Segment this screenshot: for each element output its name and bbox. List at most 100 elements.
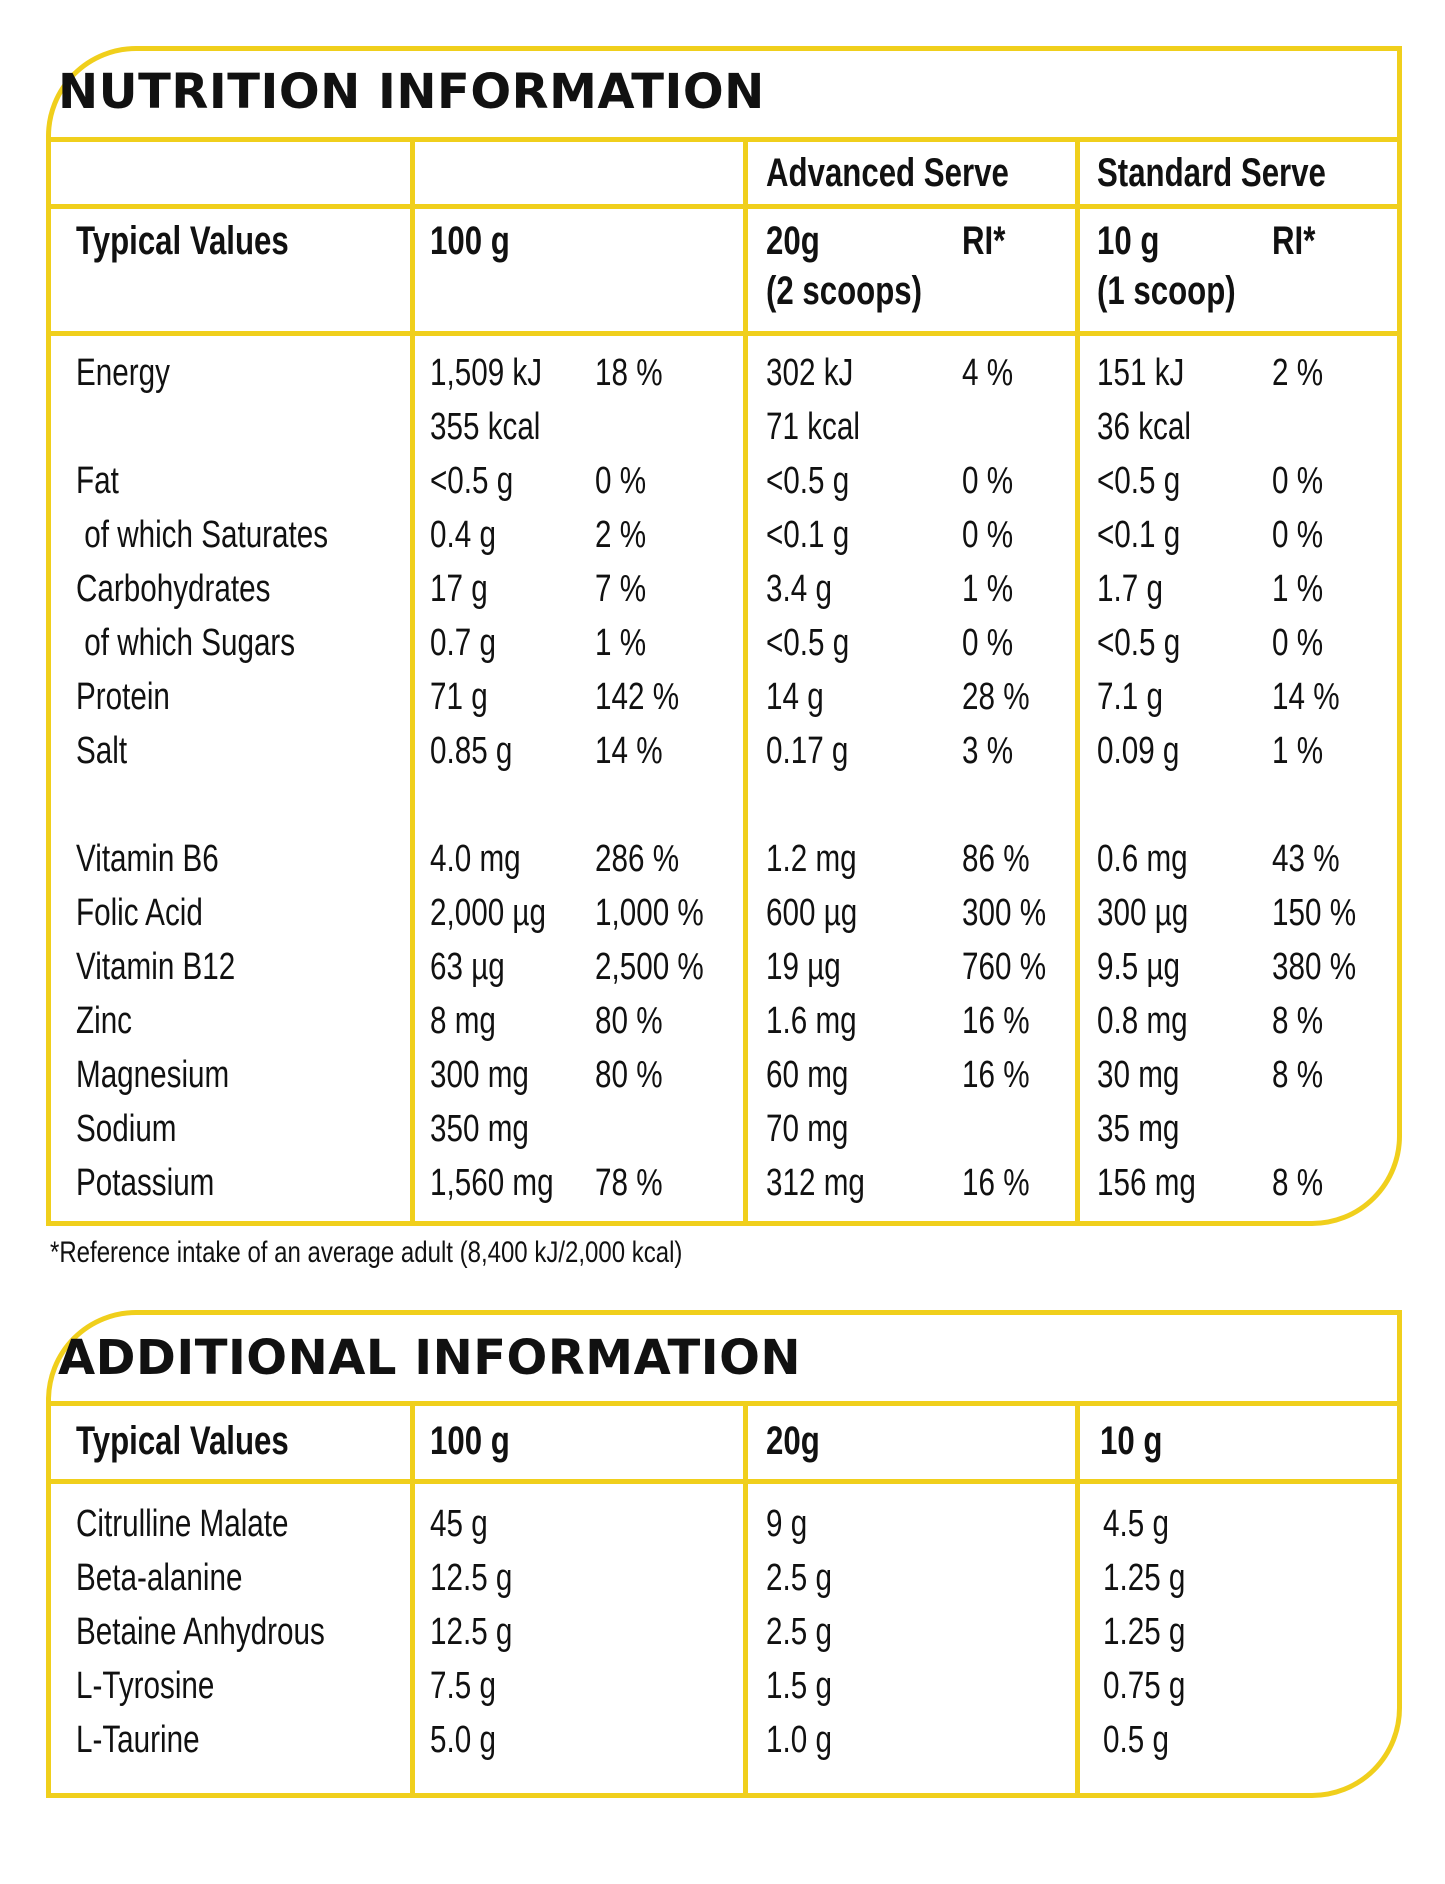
table-cell: 45 g [430, 1503, 488, 1545]
table-cell: 2 % [595, 514, 647, 556]
table-cell: of which Sugars [76, 622, 296, 664]
add-per-10g-column: 4.5 g 1.25 g 1.25 g 0.75 g 0.5 g [1103, 1497, 1185, 1767]
advanced-serve-header: Advanced Serve [766, 151, 1009, 195]
table-cell: 380 % [1272, 946, 1357, 988]
table-cell: 0.09 g [1097, 730, 1180, 772]
table-cell: 1.6 mg [766, 1000, 857, 1042]
table-cell [962, 1102, 1046, 1156]
typical-values-header: Typical Values [76, 219, 289, 263]
table-cell: 9 g [766, 1503, 808, 1545]
table-cell: 14 % [595, 730, 663, 772]
ri-100g-column: 18 % 0 % 2 % 7 % 1 % 142 % 14 % 286 % 1,000 % 2,5… [595, 346, 704, 1210]
per-100g-column: 1,509 kJ 355 kcal <0.5 g 0.4 g 17 g 0.7 g 71 g… [430, 346, 554, 1210]
table-cell [1272, 1102, 1356, 1156]
table-cell: 1.5 g [766, 1665, 832, 1707]
table-cell: L-Taurine [76, 1719, 200, 1761]
table-cell: Carbohydrates [76, 568, 271, 610]
table-cell: 2 % [1272, 352, 1324, 394]
add-per-100g-column: 45 g 12.5 g 12.5 g 7.5 g 5.0 g [430, 1497, 512, 1767]
table-cell: Citrulline Malate [76, 1503, 289, 1545]
add-per-100g-header: 100 g [430, 1419, 510, 1463]
table-cell: 350 mg [430, 1108, 529, 1150]
table-cell: 0.7 g [430, 622, 496, 664]
table-cell: 1 % [1272, 730, 1324, 772]
divider [48, 1479, 1400, 1484]
table-cell: 1.25 g [1103, 1557, 1186, 1599]
table-cell: 19 µg [766, 946, 841, 988]
divider [743, 1404, 748, 1796]
table-cell: 0.5 g [1103, 1719, 1169, 1761]
table-cell [1272, 400, 1356, 454]
add-typical-values-header: Typical Values [76, 1419, 289, 1463]
table-cell: 8 % [1272, 1054, 1324, 1096]
table-cell: <0.1 g [766, 514, 850, 556]
table-cell: Folic Acid [76, 892, 203, 934]
table-cell: 1.7 g [1097, 568, 1163, 610]
table-cell [962, 778, 1046, 832]
divider [1075, 1404, 1080, 1796]
table-cell: 2,500 % [595, 946, 704, 988]
ingredient-column: Citrulline Malate Beta-alanine Betaine Anh… [76, 1497, 325, 1767]
table-cell: 1 % [595, 622, 647, 664]
table-cell: 302 kJ [766, 352, 854, 394]
table-cell: 3.4 g [766, 568, 832, 610]
table-cell: 1 % [962, 568, 1014, 610]
divider [410, 140, 415, 1225]
table-cell: 300 µg [1097, 892, 1189, 934]
table-cell: 4.0 mg [430, 838, 521, 880]
table-cell: 86 % [962, 838, 1030, 880]
std-scoops-header: (1 scoop) [1097, 269, 1236, 313]
table-cell: 8 % [1272, 1000, 1324, 1042]
table-cell: 1 % [1272, 568, 1324, 610]
table-cell: 60 mg [766, 1054, 849, 1096]
add-per-20g-column: 9 g 2.5 g 2.5 g 1.5 g 1.0 g [766, 1497, 832, 1767]
table-cell [962, 400, 1046, 454]
table-cell: 1,509 kJ [430, 352, 543, 394]
divider [48, 331, 1400, 336]
table-cell: 150 % [1272, 892, 1357, 934]
table-cell: 760 % [962, 946, 1047, 988]
table-cell: 35 mg [1097, 1108, 1180, 1150]
table-cell: 16 % [962, 1054, 1030, 1096]
table-cell: 80 % [595, 1054, 663, 1096]
table-cell: 0.4 g [430, 514, 496, 556]
table-cell: 1.2 mg [766, 838, 857, 880]
table-cell: 600 µg [766, 892, 858, 934]
table-cell: 71 g [430, 676, 488, 718]
table-cell: 0.17 g [766, 730, 849, 772]
table-cell: 1.0 g [766, 1719, 832, 1761]
table-cell: 14 % [1272, 676, 1340, 718]
table-cell: Vitamin B12 [76, 946, 236, 988]
table-cell: 156 mg [1097, 1162, 1196, 1204]
table-cell: <0.5 g [1097, 622, 1181, 664]
table-cell: 63 µg [430, 946, 505, 988]
table-cell: <0.5 g [766, 622, 850, 664]
table-cell: 12.5 g [430, 1611, 513, 1653]
table-cell: 0 % [595, 460, 647, 502]
table-cell: Sodium [76, 1108, 177, 1150]
table-cell: 312 mg [766, 1162, 865, 1204]
table-cell: 70 mg [766, 1108, 849, 1150]
divider [743, 140, 748, 1225]
table-cell: 0 % [962, 460, 1014, 502]
table-cell: 1,000 % [595, 892, 704, 934]
table-cell: 300 mg [430, 1054, 529, 1096]
table-cell: 0 % [1272, 514, 1324, 556]
table-cell: 1,560 mg [430, 1162, 554, 1204]
table-cell: <0.5 g [430, 460, 514, 502]
table-cell: 7.1 g [1097, 676, 1163, 718]
table-cell: 36 kcal [1097, 406, 1191, 448]
add-per-10g-header: 10 g [1100, 1419, 1163, 1463]
additional-title: ADDITIONAL INFORMATION [58, 1330, 802, 1386]
adv-amount-header: 20g [766, 219, 820, 263]
table-cell: 0.6 mg [1097, 838, 1188, 880]
table-cell [430, 778, 554, 832]
table-cell: Potassium [76, 1162, 215, 1204]
table-cell: 7.5 g [430, 1665, 496, 1707]
table-cell: 28 % [962, 676, 1030, 718]
table-cell: 14 g [766, 676, 824, 718]
table-cell [1097, 778, 1196, 832]
table-cell: <0.5 g [766, 460, 850, 502]
table-cell: 16 % [962, 1162, 1030, 1204]
table-cell [595, 1102, 704, 1156]
